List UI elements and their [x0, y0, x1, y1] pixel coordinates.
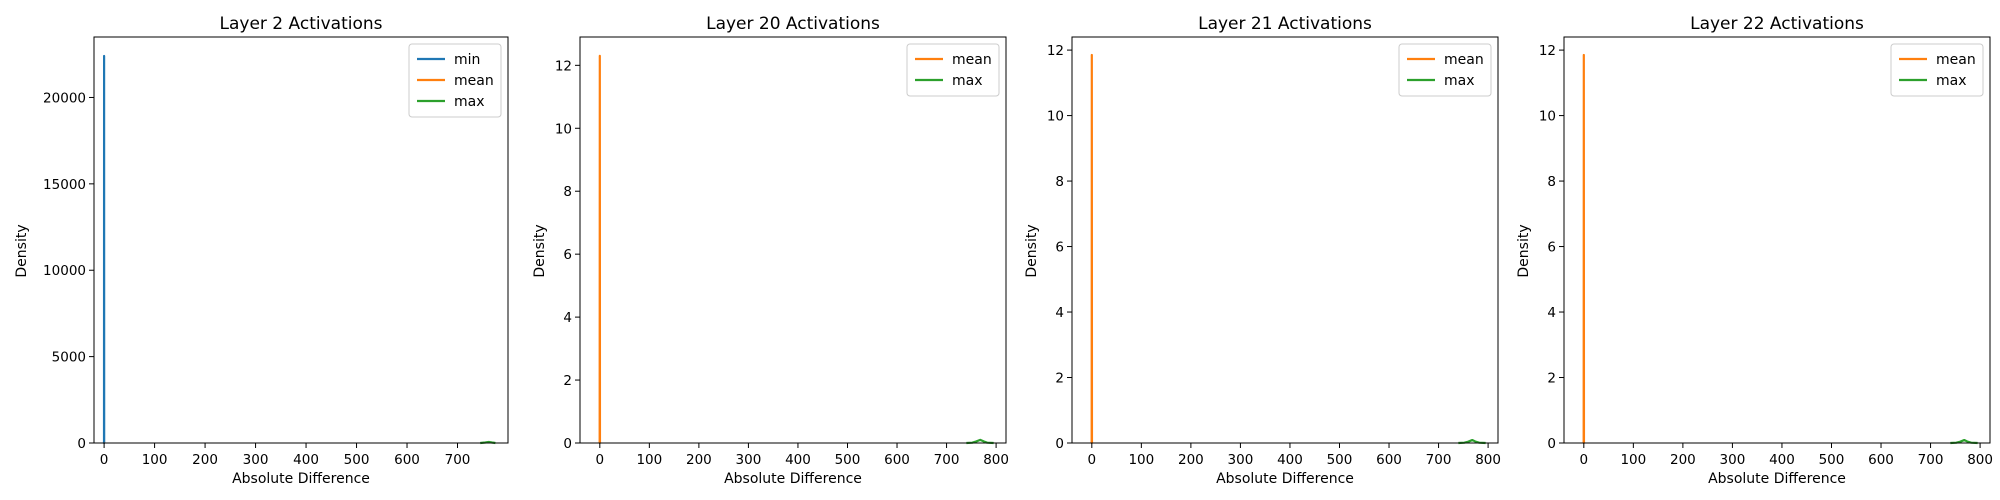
x-tick-label: 700 — [1918, 452, 1944, 468]
x-tick-label: 300 — [1228, 452, 1254, 468]
panel-4: Layer 22 Activations Absolute Difference… — [1516, 14, 1993, 487]
legend-box — [1890, 43, 1984, 97]
y-tick-label: 12 — [1539, 43, 1556, 59]
x-tick-label: 100 — [1128, 452, 1154, 468]
panel-4-title: Layer 22 Activations — [1690, 14, 1864, 34]
y-tick-label: 0 — [563, 436, 572, 452]
legend-box — [906, 43, 1000, 97]
legend-label-max: max — [952, 73, 983, 89]
x-tick-label: 0 — [1088, 452, 1097, 468]
legend-label-max: max — [454, 94, 485, 110]
x-tick-label: 200 — [192, 452, 218, 468]
x-tick-label: 400 — [1277, 452, 1303, 468]
x-tick-label: 300 — [243, 452, 269, 468]
y-tick-label: 6 — [1055, 240, 1064, 256]
y-tick-label: 10 — [1539, 109, 1556, 125]
x-tick-label: 500 — [1819, 452, 1845, 468]
y-tick-label: 10 — [1047, 109, 1064, 125]
panel-4-ylabel: Density — [1516, 224, 1532, 277]
y-tick-label: 4 — [563, 310, 572, 326]
legend-label-min: min — [454, 52, 480, 68]
axes-frame — [579, 36, 1007, 444]
y-tick-label: 2 — [563, 373, 572, 389]
y-tick-label: 10000 — [43, 263, 86, 279]
x-tick-label: 600 — [1376, 452, 1402, 468]
legend-box — [408, 43, 502, 118]
y-tick-label: 6 — [1547, 240, 1556, 256]
x-tick-label: 700 — [1426, 452, 1452, 468]
x-tick-label: 200 — [686, 452, 712, 468]
y-tick-label: 4 — [1055, 305, 1064, 321]
x-tick-label: 800 — [1967, 452, 1993, 468]
panel-1: Layer 2 Activations Absolute Difference … — [14, 14, 509, 487]
panel-4-xlabel: Absolute Difference — [1708, 471, 1846, 487]
x-tick-label: 400 — [1769, 452, 1795, 468]
panel-1-xlabel: Absolute Difference — [232, 471, 370, 487]
y-tick-label: 12 — [1047, 43, 1064, 59]
x-tick-label: 700 — [445, 452, 471, 468]
y-tick-label: 6 — [563, 247, 572, 263]
y-tick-label: 10 — [555, 121, 572, 137]
panel-1-ylabel: Density — [14, 224, 30, 277]
legend-label-mean: mean — [1444, 52, 1484, 68]
y-tick-label: 2 — [1055, 371, 1064, 387]
panel-3: Layer 21 Activations Absolute Difference… — [1024, 14, 1501, 487]
axes-frame — [1563, 36, 1991, 444]
x-tick-label: 500 — [1327, 452, 1353, 468]
panel-2-xlabel: Absolute Difference — [724, 471, 862, 487]
y-tick-label: 0 — [1547, 436, 1556, 452]
panel-3-ylabel: Density — [1024, 224, 1040, 277]
legend-label-max: max — [1444, 73, 1475, 89]
x-tick-label: 500 — [835, 452, 861, 468]
y-tick-label: 8 — [563, 184, 572, 200]
legend-label-mean: mean — [454, 73, 494, 89]
x-tick-label: 600 — [884, 452, 910, 468]
y-tick-label: 5000 — [52, 350, 86, 366]
legend-label-max: max — [1936, 73, 1967, 89]
x-tick-label: 600 — [1868, 452, 1894, 468]
legend-box — [1398, 43, 1492, 97]
x-tick-label: 0 — [1580, 452, 1589, 468]
x-tick-label: 600 — [394, 452, 420, 468]
panel-3-title: Layer 21 Activations — [1198, 14, 1372, 34]
x-tick-label: 400 — [785, 452, 811, 468]
y-tick-label: 15000 — [43, 177, 86, 193]
y-tick-label: 0 — [1055, 436, 1064, 452]
legend-label-mean: mean — [952, 52, 992, 68]
x-tick-label: 300 — [1720, 452, 1746, 468]
x-tick-label: 800 — [1475, 452, 1501, 468]
y-tick-label: 20000 — [43, 90, 86, 106]
x-tick-label: 0 — [100, 452, 109, 468]
x-tick-label: 700 — [934, 452, 960, 468]
y-tick-label: 2 — [1547, 371, 1556, 387]
panel-1-title: Layer 2 Activations — [220, 14, 383, 34]
axes-frame — [93, 36, 509, 444]
x-tick-label: 500 — [344, 452, 370, 468]
x-tick-label: 100 — [1620, 452, 1646, 468]
y-tick-label: 12 — [555, 58, 572, 74]
legend-label-mean: mean — [1936, 52, 1976, 68]
x-tick-label: 0 — [596, 452, 605, 468]
y-tick-label: 0 — [77, 436, 86, 452]
panel-2-title: Layer 20 Activations — [706, 14, 880, 34]
x-tick-label: 300 — [736, 452, 762, 468]
x-tick-label: 100 — [636, 452, 662, 468]
y-tick-label: 4 — [1547, 305, 1556, 321]
panel-2: Layer 20 Activations Absolute Difference… — [532, 14, 1009, 487]
x-tick-label: 200 — [1670, 452, 1696, 468]
panel-3-xlabel: Absolute Difference — [1216, 471, 1354, 487]
panel-2-ylabel: Density — [532, 224, 548, 277]
x-tick-label: 200 — [1178, 452, 1204, 468]
x-tick-label: 800 — [983, 452, 1009, 468]
y-tick-label: 8 — [1547, 174, 1556, 190]
axes-frame — [1071, 36, 1499, 444]
x-tick-label: 400 — [293, 452, 319, 468]
x-tick-label: 100 — [142, 452, 168, 468]
y-tick-label: 8 — [1055, 174, 1064, 190]
